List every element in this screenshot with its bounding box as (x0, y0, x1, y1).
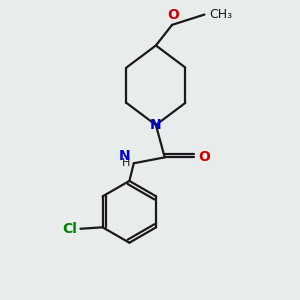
Text: N: N (118, 149, 130, 163)
Text: O: O (168, 8, 179, 22)
Text: H: H (122, 158, 130, 168)
Text: N: N (150, 118, 162, 132)
Text: Cl: Cl (62, 222, 77, 236)
Text: O: O (199, 150, 211, 164)
Text: CH₃: CH₃ (209, 8, 232, 21)
